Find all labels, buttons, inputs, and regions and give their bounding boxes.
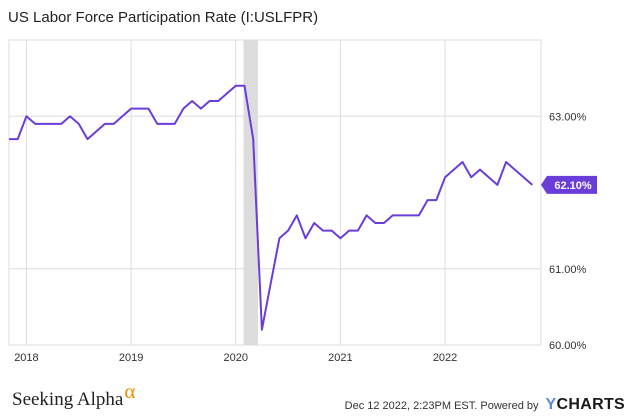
seeking-alpha-logo: Seeking Alphaα — [12, 379, 135, 411]
y-tick-label: 60.00% — [549, 340, 587, 352]
powered-by-label: Powered by — [480, 400, 539, 412]
grid-layer — [8, 39, 542, 346]
series-layer — [8, 84, 533, 331]
chart-title: US Labor Force Participation Rate (I:USL… — [8, 9, 319, 26]
chart-footer: Dec 12 2022, 2:23PM EST. Powered by YCHA… — [345, 396, 625, 414]
last-value-badge-bg — [541, 175, 597, 194]
plot-frame — [8, 39, 542, 346]
ycharts-logo: YCHARTS — [546, 396, 625, 413]
brand-name: Seeking Alpha — [12, 389, 124, 410]
y-tick-label: 63.00% — [549, 111, 587, 123]
ycharts-logo-y: Y — [545, 396, 557, 413]
x-tick-label: 2021 — [328, 352, 352, 364]
ycharts-logo-text: CHARTS — [556, 396, 625, 413]
x-tick-label: 2018 — [14, 352, 38, 364]
recession-shade — [243, 40, 258, 345]
last-value-badge: 62.10% — [541, 175, 597, 194]
timestamp: Dec 12 2022, 2:23PM EST. — [344, 400, 478, 412]
axis-layer: 60.00% 61.00% 63.00% 2018 2019 2020 2021 2022 62… — [14, 111, 597, 364]
last-value-label: 62.10% — [554, 180, 592, 192]
x-tick-label: 2019 — [119, 352, 143, 364]
recession-shade-layer — [243, 40, 258, 345]
x-tick-label: 2022 — [433, 352, 457, 364]
y-tick-label: 61.00% — [549, 264, 587, 276]
x-tick-label: 2020 — [224, 352, 248, 364]
alpha-symbol: α — [124, 379, 136, 403]
series-line — [9, 84, 533, 331]
